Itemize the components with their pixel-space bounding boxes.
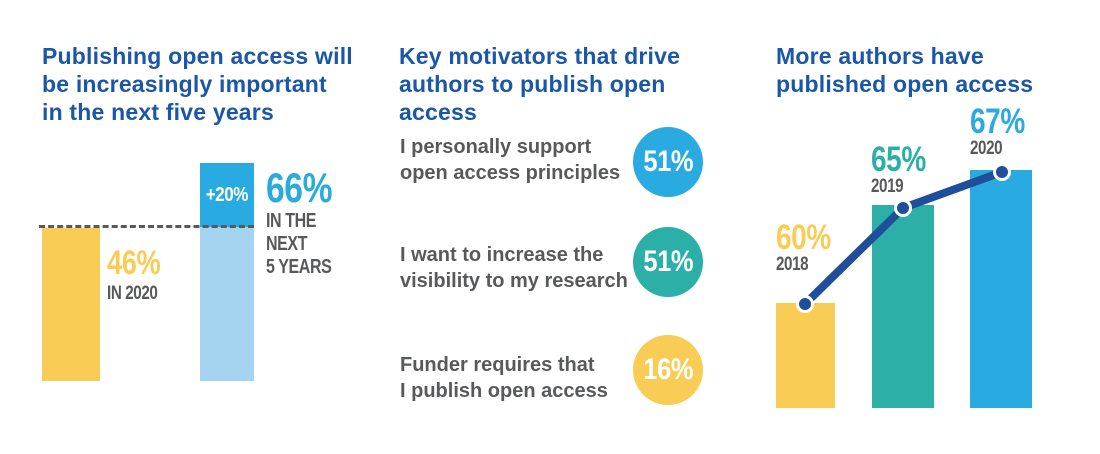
forecast-title-line: Publishing open access will [42,43,353,69]
motivator-value: 51% [643,145,693,178]
motivator-label: Funder requires that I publish open acce… [400,354,608,402]
forecast-bar-future: +20% [200,163,254,381]
motivator-value-circle: 51% [633,127,703,197]
trend-title: More authors have published open access [776,42,1096,98]
trend-line-chart [796,163,1011,313]
trend-title-line: published open access [776,71,1034,97]
trend-bar-2020 [970,170,1032,408]
forecast-bar-future-base-segment [200,227,254,381]
trend-label-2020: 67% 2020 [970,104,1039,158]
trend-year: 2018 [776,254,809,275]
motivator-value: 16% [643,353,693,386]
forecast-title-line: in the next five years [42,99,274,125]
trend-point-2020 [993,163,1011,181]
trend-value: 67% [970,102,1025,141]
increase-label: +20% [205,183,249,206]
panel-motivators: Key motivators that drive authors to pub… [370,0,740,454]
trend-label-2018: 60% 2018 [776,220,845,274]
trend-bar-2018 [776,303,835,408]
motivators-title-line: authors to publish open access [399,71,666,125]
forecast-bar-2020 [42,228,100,381]
motivator-value-circle: 16% [633,335,703,405]
forecast-future-caption-line: 5 YEARS [266,256,332,278]
trend-label-2019: 65% 2019 [871,142,940,196]
motivator-value: 51% [643,245,693,278]
trend-point-2018 [796,295,814,313]
trend-bar-2019 [872,205,934,408]
trend-year: 2020 [970,138,1003,159]
trend-point-2019 [894,199,912,217]
forecast-future-value: 66% [266,164,333,211]
motivators-title: Key motivators that drive authors to pub… [399,42,739,126]
motivator-label: I personally support open access princip… [400,136,621,184]
motivators-title-line: Key motivators that drive [399,43,681,69]
reference-dashed-line [39,225,254,228]
panel-trend: More authors have published open access … [740,0,1100,454]
trend-value: 60% [776,218,831,257]
trend-title-line: More authors have [776,43,984,69]
trend-year: 2019 [871,176,904,197]
trend-value: 65% [871,140,926,179]
motivator-label: I want to increase the visibility to my … [400,244,628,292]
forecast-2020-value: 46% [107,244,161,282]
forecast-title: Publishing open access will be increasin… [42,42,362,126]
motivator-value-circle: 51% [633,227,703,297]
panel-forecast: Publishing open access will be increasin… [0,0,370,454]
forecast-future-caption-line: NEXT [266,233,308,255]
forecast-title-line: be increasingly important [42,71,327,97]
forecast-future-caption-line: IN THE [266,210,317,232]
forecast-2020-caption: IN 2020 [107,283,158,304]
forecast-future-label: 66% IN THE NEXT 5 YEARS [266,167,349,279]
trend-line [802,168,1004,307]
forecast-2020-label: 46% IN 2020 [107,246,174,303]
forecast-bar-future-increase-segment: +20% [200,163,254,227]
